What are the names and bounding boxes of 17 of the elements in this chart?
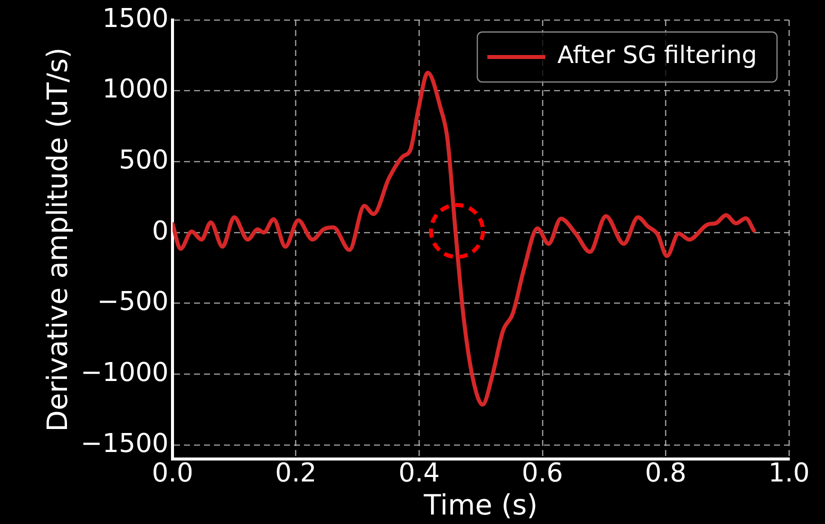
x-tick-label: 1.0 (768, 458, 810, 489)
x-axis-title: Time (s) (422, 488, 538, 522)
y-tick-label: 500 (118, 145, 169, 176)
y-axis-title: Derivative amplitude (uT/s) (41, 47, 74, 432)
x-tick-label: 0.8 (645, 458, 686, 489)
x-tick-label: 0.0 (152, 458, 194, 489)
x-tick-label: 0.2 (275, 458, 317, 489)
legend-label: After SG filtering (557, 41, 758, 70)
line-series (172, 70, 756, 407)
x-tick-label: 0.4 (398, 458, 440, 489)
y-tick-label: 0 (152, 216, 169, 246)
y-tick-label: 1000 (102, 74, 169, 105)
y-tick-label: −1500 (80, 428, 169, 459)
y-tick-label: −500 (97, 287, 169, 318)
x-tick-label: 0.6 (522, 458, 564, 489)
y-tick-label: −1000 (80, 358, 169, 388)
y-tick-label: 1500 (102, 4, 169, 34)
